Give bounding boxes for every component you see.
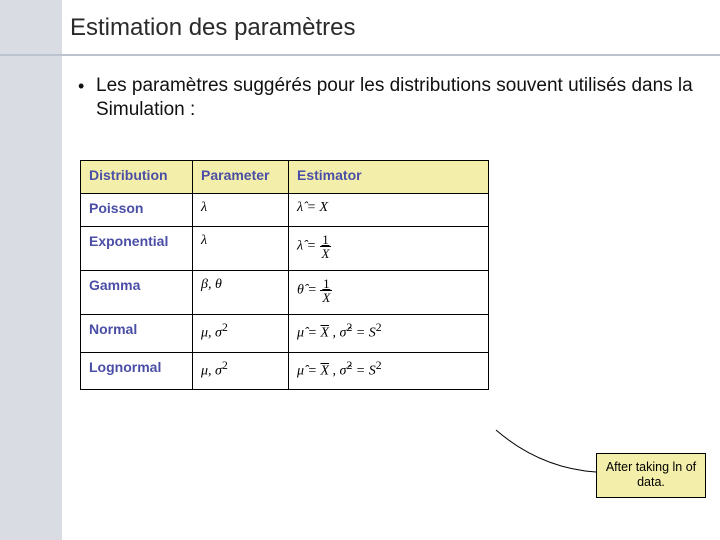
param-cell: β, θ (193, 271, 289, 315)
dist-name: Poisson (89, 200, 143, 216)
col-header-distribution: Distribution (81, 161, 193, 194)
dist-name: Gamma (89, 277, 140, 293)
title-block: Estimation des paramètres (70, 14, 710, 46)
bullet-dot: • (78, 75, 84, 98)
table-row: Normal μ, σ2 μ̂ = X , σ̂2 = S2 (81, 315, 489, 353)
estimators-table: Distribution Parameter Estimator Poisson… (80, 160, 489, 390)
estimator-cell: λ̂ = X (289, 194, 489, 227)
table-row: Lognormal μ, σ2 μ̂ = X , σ̂2 = S2 (81, 352, 489, 390)
param-cell: λ (193, 194, 289, 227)
estimator-cell: λ̂ = 1X (289, 227, 489, 271)
param-cell: μ, σ2 (193, 352, 289, 390)
col-header-estimator: Estimator (289, 161, 489, 194)
estimator-cell: θ̂ = 1X (289, 271, 489, 315)
table-header-row: Distribution Parameter Estimator (81, 161, 489, 194)
bullet-text: Les paramètres suggérés pour les distrib… (96, 75, 693, 120)
left-side-bar (0, 0, 62, 540)
param-cell: μ, σ2 (193, 315, 289, 353)
table-row: Poisson λ λ̂ = X (81, 194, 489, 227)
callout-text: After taking ln of data. (606, 460, 696, 490)
estimator-cell: μ̂ = X , σ̂2 = S2 (289, 315, 489, 353)
table-row: Exponential λ λ̂ = 1X (81, 227, 489, 271)
dist-name: Normal (89, 321, 137, 337)
slide-title: Estimation des paramètres (70, 14, 710, 46)
table-row: Gamma β, θ θ̂ = 1X (81, 271, 489, 315)
dist-name: Exponential (89, 233, 168, 249)
estimator-cell: μ̂ = X , σ̂2 = S2 (289, 352, 489, 390)
col-header-parameter: Parameter (193, 161, 289, 194)
intro-bullet: • Les paramètres suggérés pour les distr… (96, 74, 706, 122)
dist-name: Lognormal (89, 359, 161, 375)
param-cell: λ (193, 227, 289, 271)
title-underline (0, 54, 720, 56)
callout-box: After taking ln of data. (596, 453, 706, 498)
